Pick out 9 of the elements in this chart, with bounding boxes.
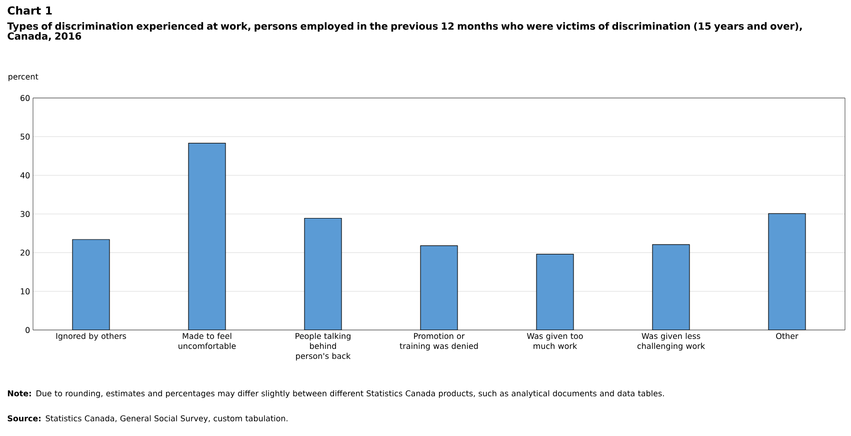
bar <box>768 213 806 330</box>
bar <box>536 254 574 330</box>
chart-title: Chart 1 <box>8 6 52 15</box>
bar <box>188 142 226 330</box>
bar <box>72 239 110 330</box>
bar <box>652 244 690 330</box>
bar <box>420 245 458 330</box>
chart-subtitle: Types of discrimination experienced at work, persons employed in the previous 12 months who were victims of discrimination (15 years and over), Canada, 2016 <box>7 22 802 41</box>
bar <box>304 218 342 330</box>
